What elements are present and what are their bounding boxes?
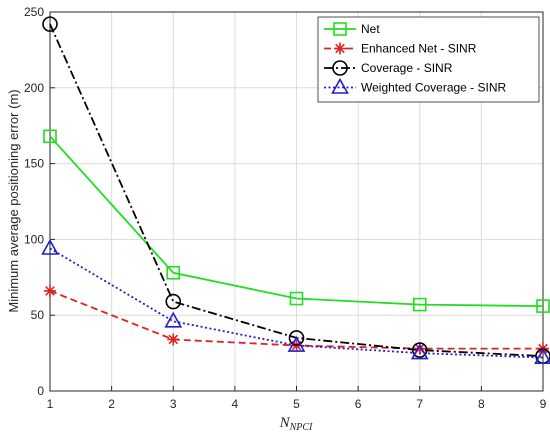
y-tick-label: 100 [24, 232, 44, 246]
x-axis-label-main: N [279, 415, 291, 431]
data-point [288, 330, 305, 346]
legend-box [317, 16, 540, 103]
data-point [410, 343, 429, 360]
y-tick-label: 50 [31, 308, 45, 322]
x-tick-label: 5 [293, 397, 300, 411]
data-point [287, 335, 306, 352]
series-markers [41, 16, 550, 364]
x-axis-label-subscript: NPCI [289, 422, 313, 433]
x-tick-label: 9 [540, 397, 547, 411]
legend-entry: Net [324, 22, 380, 36]
x-tick-label: 3 [170, 397, 177, 411]
legend-marker [332, 60, 348, 76]
data-point [413, 342, 426, 355]
axis-ticks: 1 2 3 4 5 6 7 8 9 0 50 100 150 200 250 [24, 5, 547, 411]
y-tick-label: 250 [24, 5, 44, 19]
series-line-weighted-coverage-sinr [49, 247, 544, 359]
data-point [41, 238, 59, 255]
legend-label: Weighted Coverage - SINR [361, 81, 507, 95]
legend-label: Enhanced Net - SINR [361, 42, 477, 56]
data-point [166, 265, 181, 280]
legend-entry: Coverage - SINR [324, 60, 453, 76]
x-tick-label: 8 [478, 397, 485, 411]
data-point [167, 333, 180, 346]
data-point [165, 293, 182, 310]
legend-entry: Weighted Coverage - SINR [324, 77, 507, 95]
data-point [412, 297, 427, 312]
data-point [536, 299, 550, 313]
y-tick-label: 150 [24, 157, 44, 171]
legend-marker [331, 77, 349, 94]
y-tick-label: 0 [37, 384, 44, 398]
x-tick-label: 6 [355, 397, 362, 411]
y-axis-label: Minimum average positioning error (m) [6, 89, 21, 312]
y-tick-label: 200 [24, 81, 44, 95]
legend-marker [333, 22, 347, 36]
x-tick-label: 4 [232, 397, 239, 411]
legend-label: Net [361, 22, 380, 36]
legend: Net Enhanced Net - SINR Coverage - SINR Wei… [317, 16, 540, 103]
data-point [42, 16, 58, 32]
legend-label: Coverage - SINR [361, 61, 453, 75]
legend-marker [334, 42, 346, 55]
x-tick-label: 7 [416, 397, 423, 411]
data-point [44, 284, 56, 297]
series-line-net [49, 135, 544, 307]
data-point [289, 291, 304, 306]
x-tick-label: 2 [108, 397, 115, 411]
legend-entry: Enhanced Net - SINR [324, 42, 477, 56]
data-point [43, 129, 57, 144]
x-tick-label: 1 [47, 397, 54, 411]
x-axis-label: NNPCI [279, 415, 313, 433]
data-point [164, 311, 183, 328]
data-point [411, 342, 428, 358]
data-point [534, 348, 550, 364]
